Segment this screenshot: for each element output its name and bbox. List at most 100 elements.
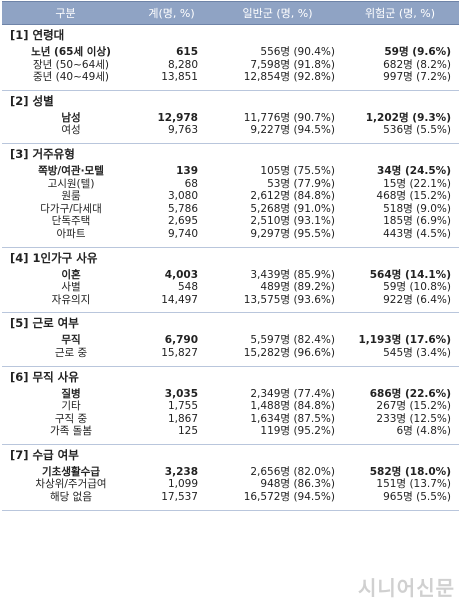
row-risk: 545명 (3.4%) <box>383 346 451 359</box>
row-total: 139 <box>176 164 198 177</box>
section-title: [2] 성별 <box>10 93 54 108</box>
row-label: 다가구/다세대 <box>40 202 102 215</box>
row-total: 125 <box>177 425 198 438</box>
table-row: 차상위/주거급여 1,099 948명 (86.3%) 151명 (13.7%) <box>2 478 459 491</box>
table-row: 무직 6,790 5,597명 (82.4%) 1,193명 (17.6%) <box>2 334 459 347</box>
table-row: 장년 (50~64세) 8,280 7,598명 (91.8%) 682명 (8.2%… <box>2 59 459 72</box>
table-row: 노년 (65세 이상) 615 556명 (90.4%) 59명 (9.6%) <box>2 46 459 59</box>
table-row: 단독주택 2,695 2,510명 (93.1%) 185명 (6.9%) <box>2 215 459 228</box>
row-total: 1,099 <box>167 478 198 491</box>
row-risk: 34명 (24.5%) <box>377 164 451 177</box>
row-general: 9,297명 (95.5%) <box>250 227 335 240</box>
row-risk: 518명 (9.0%) <box>383 202 451 215</box>
row-label: 원룸 <box>61 190 81 203</box>
row-general: 1,488명 (84.8%) <box>250 400 335 413</box>
row-risk: 6명 (4.8%) <box>396 425 451 438</box>
row-total: 6,790 <box>164 334 198 347</box>
row-general: 15,282명 (96.6%) <box>243 346 335 359</box>
row-risk: 536명 (5.5%) <box>383 124 451 137</box>
row-risk: 151명 (13.7%) <box>376 478 451 491</box>
row-label: 남성 <box>61 111 81 124</box>
row-general: 2,656명 (82.0%) <box>250 465 335 478</box>
row-risk: 233명 (12.5%) <box>376 412 451 425</box>
row-general: 5,268명 (91.0%) <box>250 202 335 215</box>
table-row: 중년 (40~49세) 13,851 12,854명 (92.8%) 997명 (7.… <box>2 71 459 84</box>
row-label: 질병 <box>61 387 81 400</box>
row-label: 기타 <box>61 400 81 413</box>
row-risk: 59명 (9.6%) <box>384 46 451 58</box>
row-total: 3,035 <box>164 387 198 400</box>
header-general: 일반군 (명, %) <box>242 7 313 20</box>
row-total: 4,003 <box>164 268 198 281</box>
table-row: 기초생활수급 3,238 2,656명 (82.0%) 582명 (18.0%) <box>2 466 459 479</box>
row-general: 9,227명 (94.5%) <box>250 124 335 137</box>
table-row: 다가구/다세대 5,786 5,268명 (91.0%) 518명 (9.0%) <box>2 203 459 216</box>
row-label: 단독주택 <box>51 215 91 228</box>
table-row: 쪽방/여관·모텔 139 105명 (75.5%) 34명 (24.5%) <box>2 165 459 178</box>
row-label: 중년 (40~49세) <box>32 71 110 84</box>
row-risk: 997명 (7.2%) <box>383 71 451 84</box>
row-risk: 686명 (22.6%) <box>369 387 451 400</box>
row-general: 489명 (89.2%) <box>260 281 335 294</box>
section-title: [3] 거주유형 <box>10 146 75 161</box>
row-general: 5,597명 (82.4%) <box>250 334 335 347</box>
row-risk: 582명 (18.0%) <box>369 465 451 478</box>
table-row: 이혼 4,003 3,439명 (85.9%) 564명 (14.1%) <box>2 269 459 282</box>
row-general: 3,439명 (85.9%) <box>250 268 335 281</box>
row-risk: 15명 (22.1%) <box>383 177 451 190</box>
row-total: 12,978 <box>157 111 198 124</box>
watermark: 시니어신문 <box>358 576 455 600</box>
row-total: 3,080 <box>167 190 198 203</box>
row-general: 7,598명 (91.8%) <box>250 58 335 71</box>
table-body: [1] 연령대 노년 (65세 이상) 615 556명 (90.4%) 59명 (9.… <box>2 25 459 511</box>
row-general: 13,575명 (93.6%) <box>243 293 335 306</box>
row-general: 1,634명 (87.5%) <box>250 412 335 425</box>
row-label: 아파트 <box>56 227 86 240</box>
row-total: 9,740 <box>167 227 198 240</box>
row-risk: 185명 (6.9%) <box>383 215 451 228</box>
row-label: 해당 없음 <box>50 491 92 504</box>
row-label: 가족 돌봄 <box>50 425 92 438</box>
section-title: [7] 수급 여부 <box>10 447 79 462</box>
row-label: 고시원(텔) <box>47 177 95 190</box>
row-total: 548 <box>177 281 198 294</box>
row-general: 11,776명 (90.7%) <box>243 111 335 124</box>
row-label: 장년 (50~64세) <box>32 58 110 71</box>
row-general: 12,854명 (92.8%) <box>243 71 335 84</box>
row-label: 기초생활수급 <box>42 465 100 478</box>
row-total: 1,755 <box>167 400 198 413</box>
header-risk: 위험군 (명, %) <box>364 7 435 20</box>
row-total: 9,763 <box>167 124 198 137</box>
section-title: [6] 무직 사유 <box>10 369 79 384</box>
row-total: 17,537 <box>161 491 198 504</box>
row-general: 53명 (77.9%) <box>267 177 335 190</box>
row-total: 15,827 <box>161 346 198 359</box>
row-general: 2,349명 (77.4%) <box>250 387 335 400</box>
table-row: 자유의지 14,497 13,575명 (93.6%) 922명 (6.4%) <box>2 294 459 307</box>
table-section: [5] 근로 여부 무직 6,790 5,597명 (82.4%) 1,193명 (17… <box>2 313 459 367</box>
table-section: [2] 성별 남성 12,978 11,776명 (90.7%) 1,202명 (9.3… <box>2 91 459 144</box>
table-row: 질병 3,035 2,349명 (77.4%) 686명 (22.6%) <box>2 388 459 401</box>
row-general: 2,612명 (84.8%) <box>250 190 335 203</box>
row-general: 2,510명 (93.1%) <box>250 215 335 228</box>
row-general: 105명 (75.5%) <box>260 164 335 177</box>
row-label: 자유의지 <box>51 293 91 306</box>
row-general: 16,572명 (94.5%) <box>243 491 335 504</box>
row-label: 사별 <box>61 281 81 294</box>
row-total: 2,695 <box>167 215 198 228</box>
row-total: 3,238 <box>164 465 198 478</box>
table-section: [4] 1인가구 사유 이혼 4,003 3,439명 (85.9%) 564명 (14… <box>2 248 459 314</box>
row-label: 여성 <box>61 124 81 137</box>
row-risk: 267명 (15.2%) <box>376 400 451 413</box>
table-row: 해당 없음 17,537 16,572명 (94.5%) 965명 (5.5%) <box>2 491 459 504</box>
row-label: 노년 (65세 이상) <box>31 46 111 58</box>
row-total: 8,280 <box>167 58 198 71</box>
row-risk: 682명 (8.2%) <box>383 58 451 71</box>
section-title: [5] 근로 여부 <box>10 316 79 331</box>
table-row: 아파트 9,740 9,297명 (95.5%) 443명 (4.5%) <box>2 228 459 241</box>
row-label: 쪽방/여관·모텔 <box>38 164 104 177</box>
row-general: 556명 (90.4%) <box>260 46 335 58</box>
